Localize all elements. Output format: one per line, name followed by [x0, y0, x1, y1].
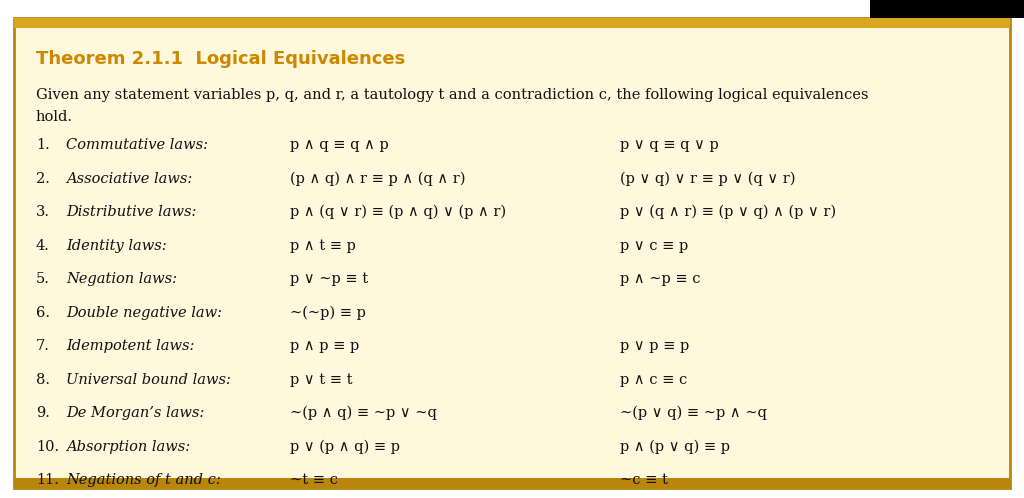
FancyBboxPatch shape: [14, 18, 1010, 488]
Text: p ∨ (p ∧ q) ≡ p: p ∨ (p ∧ q) ≡ p: [290, 440, 400, 454]
Text: p ∨ p ≡ p: p ∨ p ≡ p: [620, 339, 689, 353]
Text: p ∧ ∼p ≡ c: p ∧ ∼p ≡ c: [620, 272, 700, 286]
Text: p ∧ q ≡ q ∧ p: p ∧ q ≡ q ∧ p: [290, 138, 389, 152]
Bar: [870, 0, 1024, 18]
Text: 5.: 5.: [36, 272, 50, 286]
Text: 6.: 6.: [36, 305, 50, 320]
Text: Negations of t and c:: Negations of t and c:: [66, 473, 221, 487]
Text: 1.: 1.: [36, 138, 50, 152]
Text: hold.: hold.: [36, 110, 73, 124]
Text: (p ∨ q) ∨ r ≡ p ∨ (q ∨ r): (p ∨ q) ∨ r ≡ p ∨ (q ∨ r): [620, 171, 796, 186]
Text: 3.: 3.: [36, 205, 50, 219]
Text: Theorem 2.1.1  Logical Equivalences: Theorem 2.1.1 Logical Equivalences: [36, 50, 406, 68]
Text: ∼t ≡ c: ∼t ≡ c: [290, 473, 338, 487]
Text: Universal bound laws:: Universal bound laws:: [66, 373, 230, 386]
Text: Double negative law:: Double negative law:: [66, 305, 222, 320]
Text: 4.: 4.: [36, 239, 50, 252]
Text: De Morgan’s laws:: De Morgan’s laws:: [66, 406, 204, 420]
Text: Associative laws:: Associative laws:: [66, 171, 193, 185]
Text: p ∨ q ≡ q ∨ p: p ∨ q ≡ q ∨ p: [620, 138, 719, 152]
Text: p ∧ p ≡ p: p ∧ p ≡ p: [290, 339, 359, 353]
Text: p ∨ ∼p ≡ t: p ∨ ∼p ≡ t: [290, 272, 368, 286]
Text: ∼(∼p) ≡ p: ∼(∼p) ≡ p: [290, 305, 366, 320]
Text: ∼c ≡ t: ∼c ≡ t: [620, 473, 668, 487]
Text: Commutative laws:: Commutative laws:: [66, 138, 208, 152]
Text: p ∨ (q ∧ r) ≡ (p ∨ q) ∧ (p ∨ r): p ∨ (q ∧ r) ≡ (p ∨ q) ∧ (p ∨ r): [620, 205, 837, 220]
Text: 9.: 9.: [36, 406, 50, 420]
Text: Absorption laws:: Absorption laws:: [66, 440, 190, 454]
Text: p ∧ c ≡ c: p ∧ c ≡ c: [620, 373, 687, 386]
Text: 11.: 11.: [36, 473, 58, 487]
Text: 2.: 2.: [36, 171, 50, 185]
Text: 10.: 10.: [36, 440, 59, 454]
Text: Identity laws:: Identity laws:: [66, 239, 167, 252]
Bar: [14, 18, 1010, 28]
Text: p ∧ (q ∨ r) ≡ (p ∧ q) ∨ (p ∧ r): p ∧ (q ∨ r) ≡ (p ∧ q) ∨ (p ∧ r): [290, 205, 506, 220]
Text: Idempotent laws:: Idempotent laws:: [66, 339, 195, 353]
Text: Distributive laws:: Distributive laws:: [66, 205, 197, 219]
Text: Given any statement variables p, q, and r, a tautology t and a contradiction c, : Given any statement variables p, q, and …: [36, 88, 868, 102]
Text: 8.: 8.: [36, 373, 50, 386]
Text: Negation laws:: Negation laws:: [66, 272, 177, 286]
Text: p ∨ t ≡ t: p ∨ t ≡ t: [290, 373, 352, 386]
Text: p ∨ c ≡ p: p ∨ c ≡ p: [620, 239, 688, 252]
Text: p ∧ (p ∨ q) ≡ p: p ∧ (p ∨ q) ≡ p: [620, 440, 730, 454]
Text: p ∧ t ≡ p: p ∧ t ≡ p: [290, 239, 356, 252]
Text: (p ∧ q) ∧ r ≡ p ∧ (q ∧ r): (p ∧ q) ∧ r ≡ p ∧ (q ∧ r): [290, 171, 466, 186]
Text: ∼(p ∧ q) ≡ ∼p ∨ ∼q: ∼(p ∧ q) ≡ ∼p ∨ ∼q: [290, 406, 437, 420]
Bar: [14, 478, 1010, 488]
Text: 7.: 7.: [36, 339, 50, 353]
Text: ∼(p ∨ q) ≡ ∼p ∧ ∼q: ∼(p ∨ q) ≡ ∼p ∧ ∼q: [620, 406, 767, 420]
